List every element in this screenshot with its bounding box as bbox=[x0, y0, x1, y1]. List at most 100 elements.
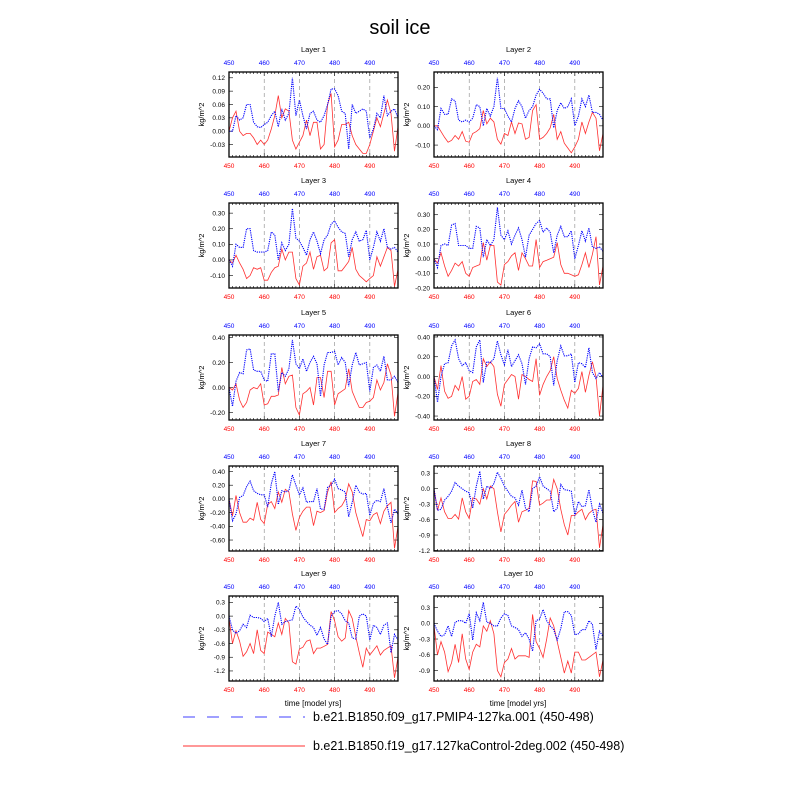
plot-frame bbox=[433, 71, 604, 158]
panel-title: Layer 4 bbox=[506, 176, 531, 185]
x-axis-label-left: time [model yrs] bbox=[285, 699, 341, 708]
panel-title: Layer 9 bbox=[301, 569, 326, 578]
x-tick-label-top: 450 bbox=[224, 454, 235, 461]
panel-title: Layer 2 bbox=[506, 45, 531, 54]
series-line-pmip4-127ka bbox=[228, 339, 399, 407]
y-tick-label: -0.9 bbox=[419, 668, 431, 675]
x-tick-label-bottom: 460 bbox=[464, 557, 475, 564]
y-tick-label: -1.2 bbox=[419, 548, 431, 555]
series-line-127ka-control bbox=[433, 614, 604, 678]
plot-frame bbox=[228, 71, 399, 158]
panel-4: Layer 4 450 450 460 460 470 470 480 480 490 490 -0.… bbox=[402, 176, 604, 301]
x-tick-label-top: 450 bbox=[224, 191, 235, 198]
y-tick-label: 0.3 bbox=[421, 471, 430, 478]
y-axis-label: kg/m^2 bbox=[402, 234, 411, 258]
panels: Layer 1 450 450 460 460 470 470 480 480 490 490 -0.… bbox=[197, 45, 604, 694]
plot-frame bbox=[433, 202, 604, 289]
y-tick-label: 0.09 bbox=[212, 88, 225, 95]
x-tick-label-bottom: 470 bbox=[294, 163, 305, 170]
y-tick-label: 0.3 bbox=[216, 600, 225, 607]
x-tick-label-bottom: 490 bbox=[569, 163, 580, 170]
x-tick-label-bottom: 490 bbox=[364, 294, 375, 301]
y-tick-label: 0.20 bbox=[212, 482, 225, 489]
y-tick-label: 0.30 bbox=[417, 212, 430, 219]
y-tick-label: 0.00 bbox=[212, 257, 225, 264]
y-tick-label: -0.6 bbox=[419, 652, 431, 659]
series-line-pmip4-127ka bbox=[433, 77, 604, 131]
x-axis-label-right: time [model yrs] bbox=[490, 699, 546, 708]
y-axis-label: kg/m^2 bbox=[197, 234, 206, 258]
y-axis-label: kg/m^2 bbox=[197, 627, 206, 651]
y-tick-label: -0.20 bbox=[415, 394, 430, 401]
x-tick-label-top: 450 bbox=[429, 60, 440, 67]
x-tick-label-bottom: 460 bbox=[259, 426, 270, 433]
y-axis-label: kg/m^2 bbox=[197, 366, 206, 390]
y-tick-label: 0.20 bbox=[417, 227, 430, 234]
y-axis-label: kg/m^2 bbox=[402, 366, 411, 390]
x-tick-label-top: 480 bbox=[329, 454, 340, 461]
x-tick-label-top: 480 bbox=[534, 191, 545, 198]
panel-6: Layer 6 450 450 460 460 470 470 480 480 490 490 -0.… bbox=[402, 308, 604, 433]
series-line-pmip4-127ka bbox=[433, 470, 604, 523]
x-tick-label-top: 460 bbox=[259, 454, 270, 461]
panel-1: Layer 1 450 450 460 460 470 470 480 480 490 490 -0.… bbox=[197, 45, 399, 170]
x-tick-label-top: 490 bbox=[364, 454, 375, 461]
x-tick-label-bottom: 450 bbox=[429, 687, 440, 694]
y-tick-label: 0.12 bbox=[212, 75, 225, 82]
y-tick-label: 0.30 bbox=[212, 210, 225, 217]
x-tick-label-top: 460 bbox=[464, 323, 475, 330]
y-tick-label: -0.20 bbox=[210, 510, 225, 517]
x-tick-label-bottom: 470 bbox=[499, 687, 510, 694]
x-tick-label-top: 460 bbox=[259, 60, 270, 67]
y-axis-label: kg/m^2 bbox=[197, 497, 206, 521]
x-tick-label-top: 470 bbox=[294, 584, 305, 591]
panel-7: Layer 7 450 450 460 460 470 470 480 480 490 490 -0.… bbox=[197, 439, 399, 564]
y-tick-label: -0.9 bbox=[419, 532, 431, 539]
x-tick-label-bottom: 480 bbox=[329, 426, 340, 433]
y-tick-label: -0.3 bbox=[419, 501, 431, 508]
panel-title: Layer 10 bbox=[504, 569, 533, 578]
y-tick-label: 0.00 bbox=[212, 496, 225, 503]
x-tick-label-bottom: 490 bbox=[569, 687, 580, 694]
x-tick-label-bottom: 450 bbox=[224, 163, 235, 170]
x-tick-label-bottom: 460 bbox=[464, 163, 475, 170]
series-line-pmip4-127ka bbox=[228, 208, 399, 268]
x-tick-label-top: 460 bbox=[464, 60, 475, 67]
x-tick-label-top: 480 bbox=[329, 60, 340, 67]
y-tick-label: -0.40 bbox=[210, 524, 225, 531]
x-tick-label-bottom: 490 bbox=[569, 426, 580, 433]
x-tick-label-top: 470 bbox=[499, 323, 510, 330]
x-tick-label-top: 460 bbox=[464, 191, 475, 198]
x-tick-label-top: 490 bbox=[364, 60, 375, 67]
series-line-pmip4-127ka bbox=[229, 77, 399, 150]
series-line-127ka-control bbox=[433, 356, 604, 417]
x-tick-label-bottom: 470 bbox=[499, 426, 510, 433]
series-line-pmip4-127ka bbox=[433, 337, 604, 403]
legend-label-series-b: b.e21.B1850.f19_g17.127kaControl-2deg.00… bbox=[313, 739, 624, 753]
legend: b.e21.B1850.f09_g17.PMIP4-127ka.001 (450… bbox=[183, 710, 624, 753]
x-tick-label-top: 450 bbox=[429, 191, 440, 198]
x-tick-label-bottom: 450 bbox=[429, 557, 440, 564]
y-axis-label: kg/m^2 bbox=[197, 103, 206, 127]
plot-frame bbox=[433, 334, 604, 421]
x-tick-label-top: 480 bbox=[534, 584, 545, 591]
series-line-127ka-control bbox=[228, 93, 399, 154]
x-tick-label-bottom: 480 bbox=[534, 557, 545, 564]
x-tick-label-bottom: 470 bbox=[294, 294, 305, 301]
x-tick-label-bottom: 490 bbox=[569, 557, 580, 564]
y-tick-label: 0.0 bbox=[421, 486, 430, 493]
x-tick-label-bottom: 460 bbox=[464, 426, 475, 433]
plot-frame bbox=[228, 202, 399, 289]
y-tick-label: -0.40 bbox=[415, 413, 430, 420]
y-tick-label: 0.00 bbox=[417, 256, 430, 263]
x-tick-label-top: 460 bbox=[464, 584, 475, 591]
x-tick-label-bottom: 480 bbox=[329, 294, 340, 301]
series-line-pmip4-127ka bbox=[228, 602, 399, 653]
x-tick-label-top: 460 bbox=[259, 323, 270, 330]
x-tick-label-top: 490 bbox=[569, 454, 580, 461]
x-tick-label-bottom: 490 bbox=[569, 294, 580, 301]
x-tick-label-bottom: 480 bbox=[534, 294, 545, 301]
y-tick-label: 0.3 bbox=[421, 605, 430, 612]
x-tick-label-top: 470 bbox=[294, 60, 305, 67]
series-line-127ka-control bbox=[433, 477, 604, 548]
